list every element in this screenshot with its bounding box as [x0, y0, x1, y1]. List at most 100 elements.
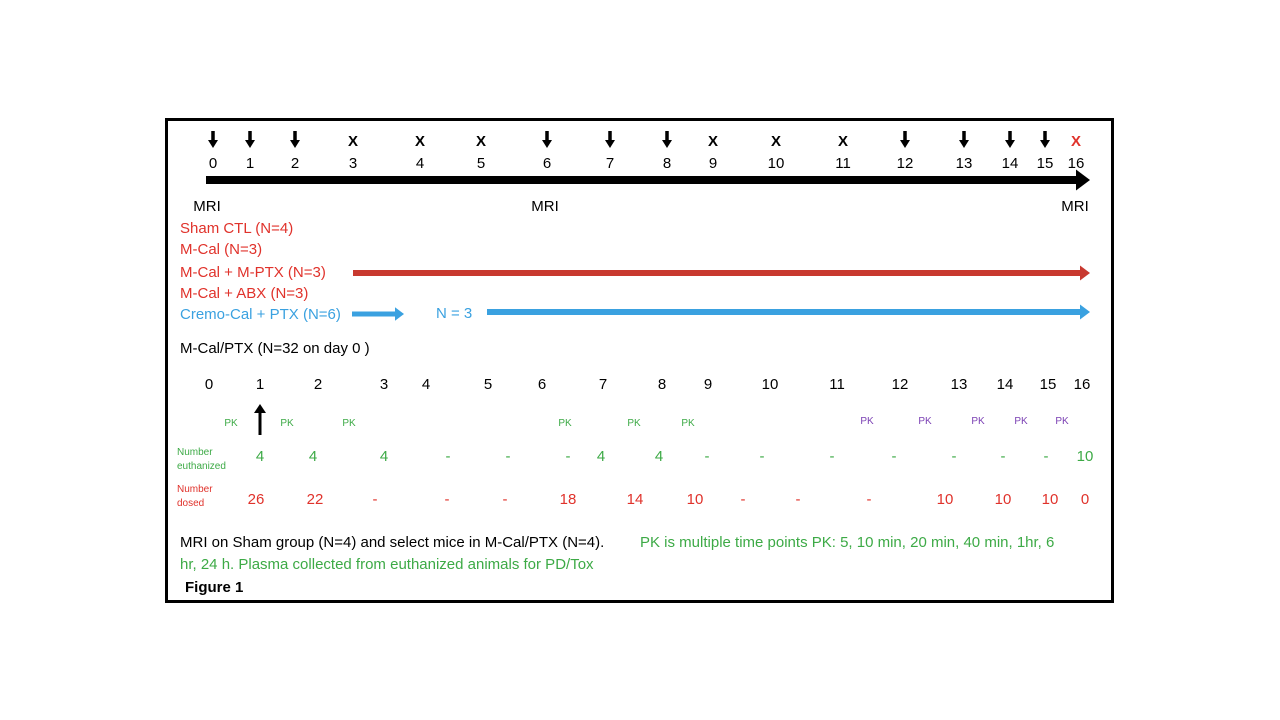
- top-day-label-2: 2: [290, 155, 300, 172]
- main-timeline-axis-head: [1076, 169, 1090, 191]
- lower-day-label-10: 10: [761, 376, 779, 393]
- group-label-mcal-abx: M-Cal + ABX (N=3): [180, 285, 309, 302]
- figure-frame: Sham CTL (N=4) M-Cal (N=3) M-Cal + M-PTX…: [165, 118, 1114, 603]
- pk-label-green-2: PK: [342, 418, 356, 429]
- euthanized-value-6: 4: [596, 448, 606, 465]
- pk-label-green-3: PK: [558, 418, 572, 429]
- no-dose-x-day-11: X: [837, 133, 849, 150]
- top-day-label-7: 7: [605, 155, 615, 172]
- top-day-label-12: 12: [896, 155, 914, 172]
- no-dose-x-day-16: X: [1070, 133, 1082, 150]
- lower-day-label-14: 14: [996, 376, 1014, 393]
- euthanized-value-7: 4: [654, 448, 664, 465]
- top-day-label-4: 4: [415, 155, 425, 172]
- pk-label-green-0: PK: [224, 418, 238, 429]
- dose-arrow-day-14: [1005, 140, 1015, 148]
- top-day-label-9: 9: [708, 155, 718, 172]
- euthanized-value-10: -: [829, 448, 835, 465]
- dose-arrow-day-0: [208, 140, 218, 148]
- mri-label-0: MRI: [193, 198, 221, 215]
- dosing-up-arrow: [254, 404, 266, 413]
- euthanized-value-3: -: [445, 448, 451, 465]
- footer-pk-note-line1: PK is multiple time points PK: 5, 10 min…: [640, 534, 1055, 551]
- euthanized-value-11: -: [891, 448, 897, 465]
- dosed-value-0: 26: [247, 491, 265, 508]
- cremo-n-label: N = 3: [436, 305, 473, 322]
- no-dose-x-day-9: X: [707, 133, 719, 150]
- dose-arrow-day-7: [605, 140, 615, 148]
- dosed-value-1: 22: [306, 491, 324, 508]
- euthanized-label-line2: euthanized: [177, 461, 226, 472]
- mri-label-2: MRI: [1061, 198, 1089, 215]
- no-dose-x-day-5: X: [475, 133, 487, 150]
- dosed-value-11: 10: [936, 491, 954, 508]
- euthanized-value-8: -: [704, 448, 710, 465]
- lower-day-label-12: 12: [891, 376, 909, 393]
- top-day-label-6: 6: [542, 155, 552, 172]
- top-day-label-11: 11: [835, 155, 851, 172]
- dosed-value-4: -: [502, 491, 508, 508]
- top-day-label-8: 8: [662, 155, 672, 172]
- dosed-value-3: -: [444, 491, 450, 508]
- pk-label-purple-1: PK: [918, 416, 932, 427]
- dose-arrow-day-8: [662, 140, 672, 148]
- lower-day-label-13: 13: [950, 376, 968, 393]
- top-day-label-14: 14: [1001, 155, 1019, 172]
- pk-label-green-1: PK: [280, 418, 294, 429]
- cremo-short-bar-head: [395, 307, 404, 321]
- top-day-label-3: 3: [348, 155, 358, 172]
- top-day-label-1: 1: [245, 155, 255, 172]
- dosed-label-line2: dosed: [177, 498, 205, 509]
- mcal-ptx-title: M-Cal/PTX (N=32 on day 0 ): [180, 340, 370, 357]
- mri-label-1: MRI: [531, 198, 559, 215]
- lower-day-label-0: 0: [204, 376, 214, 393]
- dosed-value-6: 14: [626, 491, 644, 508]
- euthanized-value-15: 10: [1076, 448, 1094, 465]
- no-dose-x-day-3: X: [347, 133, 359, 150]
- dosed-value-8: -: [740, 491, 746, 508]
- top-day-label-13: 13: [955, 155, 973, 172]
- euthanized-value-14: -: [1043, 448, 1049, 465]
- lower-day-label-4: 4: [421, 376, 431, 393]
- top-day-label-5: 5: [476, 155, 486, 172]
- pk-label-purple-4: PK: [1055, 416, 1069, 427]
- euthanized-value-13: -: [1000, 448, 1006, 465]
- figure-label: Figure 1: [185, 579, 244, 596]
- dosed-value-9: -: [795, 491, 801, 508]
- dosed-value-13: 10: [1041, 491, 1059, 508]
- top-day-label-10: 10: [767, 155, 785, 172]
- lower-day-label-1: 1: [255, 376, 265, 393]
- top-day-label-16: 16: [1067, 155, 1085, 172]
- lower-day-label-5: 5: [483, 376, 493, 393]
- dosed-value-5: 18: [559, 491, 577, 508]
- group-label-mcal: M-Cal (N=3): [180, 241, 263, 258]
- euthanized-value-5: -: [565, 448, 571, 465]
- dosed-value-7: 10: [686, 491, 704, 508]
- lower-day-label-9: 9: [703, 376, 713, 393]
- no-dose-x-day-10: X: [770, 133, 782, 150]
- lower-day-label-11: 11: [829, 376, 845, 393]
- lower-day-label-8: 8: [657, 376, 667, 393]
- pk-label-green-5: PK: [681, 418, 695, 429]
- footer-pk-note-line2: hr, 24 h. Plasma collected from euthaniz…: [180, 556, 594, 573]
- cremo-long-bar-head: [1080, 304, 1090, 320]
- footer-mri-note: MRI on Sham group (N=4) and select mice …: [180, 534, 605, 551]
- pk-label-purple-0: PK: [860, 416, 874, 427]
- lower-day-label-2: 2: [313, 376, 323, 393]
- lower-day-label-3: 3: [379, 376, 389, 393]
- lower-day-label-16: 16: [1073, 376, 1091, 393]
- euthanized-value-2: 4: [379, 448, 389, 465]
- group-label-sham: Sham CTL (N=4): [180, 220, 294, 237]
- dosed-value-12: 10: [994, 491, 1012, 508]
- dose-arrow-day-13: [959, 140, 969, 148]
- euthanized-value-0: 4: [255, 448, 265, 465]
- euthanized-value-4: -: [505, 448, 511, 465]
- lower-day-label-15: 15: [1039, 376, 1057, 393]
- pk-label-green-4: PK: [627, 418, 641, 429]
- dosed-value-10: -: [866, 491, 872, 508]
- dose-arrow-day-12: [900, 140, 910, 148]
- euthanized-value-9: -: [759, 448, 765, 465]
- timeline-canvas: [206, 131, 1090, 435]
- no-dose-x-day-4: X: [414, 133, 426, 150]
- lower-day-label-6: 6: [537, 376, 547, 393]
